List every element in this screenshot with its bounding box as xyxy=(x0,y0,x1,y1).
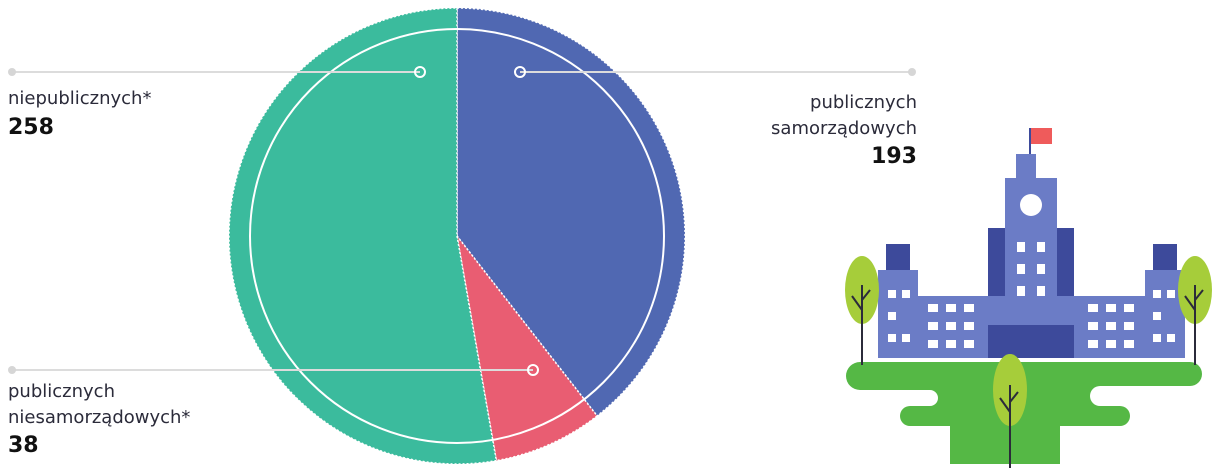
label: publicznych samorządowych xyxy=(771,92,917,139)
leader-dot xyxy=(8,366,16,374)
building-illustration xyxy=(845,128,1212,468)
value-label: 38 xyxy=(8,433,39,458)
pie-slice xyxy=(228,7,498,465)
label: publicznych niesamorządowych* xyxy=(8,381,191,428)
pie-slice xyxy=(456,7,686,417)
value-label: 258 xyxy=(8,115,54,140)
inner-ring xyxy=(249,28,665,444)
pie xyxy=(228,7,686,465)
value-label: 193 xyxy=(871,144,917,169)
leader-dot xyxy=(908,68,916,76)
label: niepublicznych* xyxy=(8,88,152,109)
pie-slice xyxy=(456,235,599,462)
leader-dot xyxy=(8,68,16,76)
leader-end xyxy=(514,66,526,78)
leader-end xyxy=(527,364,539,376)
leader-end xyxy=(414,66,426,78)
